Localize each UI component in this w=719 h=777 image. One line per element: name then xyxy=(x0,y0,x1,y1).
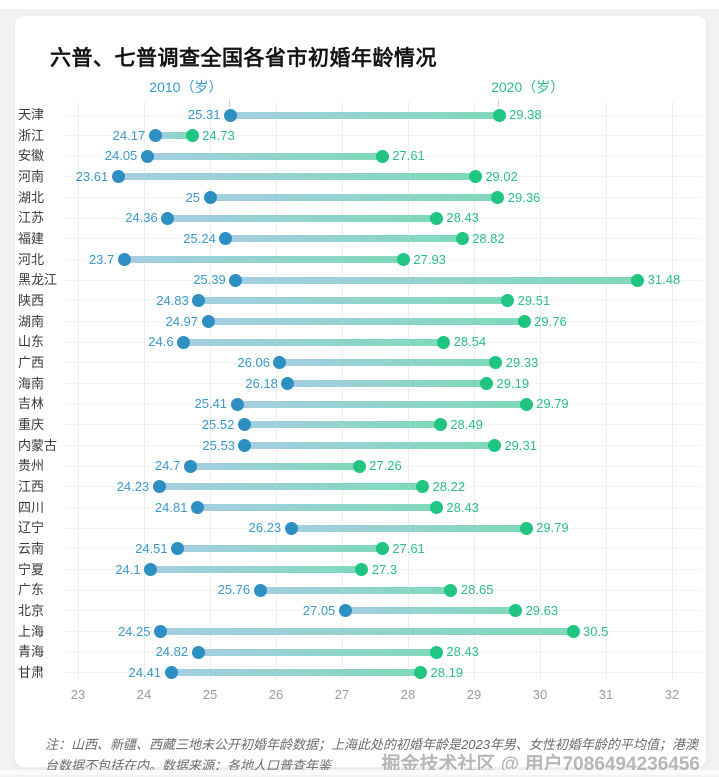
page-top-strip xyxy=(0,0,719,9)
chart-title: 六普、七普调查全国各省市初婚年龄情况 xyxy=(50,47,437,70)
footnote: 注：山西、新疆、西藏三地未公开初婚年龄数据；上海此处的初婚年龄是2023年男、女… xyxy=(45,737,698,774)
page-bottom-strip xyxy=(0,770,719,775)
chart-card: 六普、七普调查全国各省市初婚年龄情况 注：山西、新疆、西藏三地未公开初婚年龄数据… xyxy=(14,15,707,775)
watermark: 掘金技术社区 @ 用户7086494236456 xyxy=(381,754,700,775)
